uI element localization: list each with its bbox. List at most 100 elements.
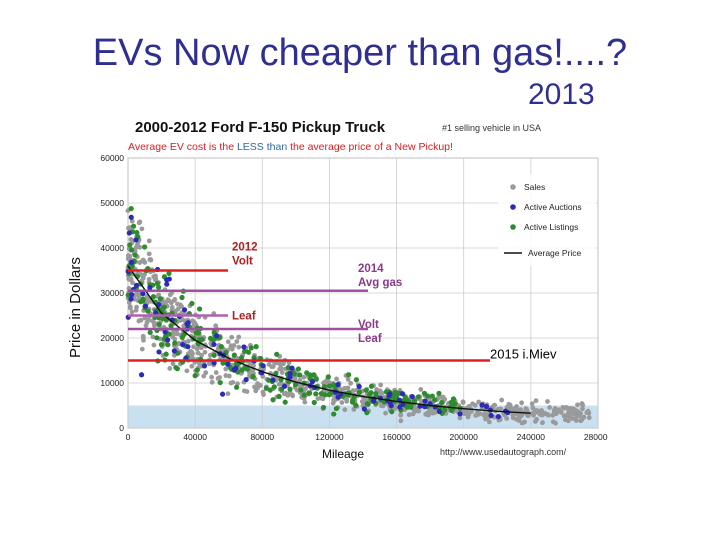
sales-point	[524, 406, 529, 412]
sales-point	[225, 339, 231, 345]
listing-point	[270, 397, 276, 403]
listing-point	[449, 407, 455, 413]
sales-point	[174, 330, 179, 336]
legend-marker	[510, 224, 516, 230]
listing-point	[392, 390, 398, 396]
sales-point	[255, 385, 261, 391]
legend-label: Average Price	[528, 248, 582, 258]
subtitle-part1: Average EV cost is the	[128, 141, 237, 153]
auction-point	[185, 344, 191, 350]
sales-point	[486, 419, 492, 425]
sales-point	[545, 399, 550, 404]
auction-point	[495, 413, 501, 420]
sales-point	[540, 420, 545, 426]
auction-point	[156, 302, 162, 308]
sales-point	[380, 403, 386, 409]
sales-point	[209, 374, 215, 380]
chart-title: 2000-2012 Ford F-150 Pickup Truck	[135, 119, 386, 136]
sales-point	[509, 406, 515, 412]
sales-point	[138, 272, 144, 277]
chart-title-note: #1 selling vehicle in USA	[442, 123, 541, 133]
y-tick-label: 20000	[100, 333, 124, 343]
auction-point	[270, 377, 276, 383]
listing-point	[157, 296, 163, 302]
listing-point	[331, 411, 337, 417]
auction-point	[422, 398, 428, 404]
listing-point	[192, 373, 198, 379]
sales-point	[140, 333, 146, 339]
sales-point	[359, 399, 365, 405]
sales-point	[146, 238, 152, 244]
auction-point	[289, 365, 295, 371]
listing-point	[436, 390, 442, 396]
sales-point	[580, 406, 585, 412]
listing-point	[429, 393, 435, 399]
auction-point	[219, 391, 226, 397]
y-tick-label: 0	[119, 423, 124, 433]
subtitle-part3: the average price of a New Pickup!	[287, 141, 453, 153]
auction-point	[164, 281, 170, 287]
listing-point	[368, 383, 375, 389]
listing-point	[217, 379, 223, 386]
sales-point	[439, 395, 445, 400]
listing-point	[313, 391, 319, 397]
auction-point	[201, 363, 208, 369]
listing-point	[181, 331, 187, 338]
auction-point	[432, 404, 438, 410]
sales-point	[393, 406, 398, 411]
listing-point	[326, 383, 333, 389]
sales-point	[231, 343, 237, 348]
sales-point	[129, 218, 135, 224]
listing-point	[147, 329, 153, 335]
sales-point	[199, 352, 204, 358]
sales-point	[146, 296, 152, 302]
listing-point	[297, 372, 303, 378]
y-tick-label: 60000	[100, 153, 124, 163]
listing-point	[250, 374, 256, 380]
sales-point	[383, 410, 388, 416]
reference-line-label: Volt	[232, 256, 253, 268]
listing-point	[267, 387, 273, 393]
auction-point	[241, 344, 247, 350]
slide-year: 2013	[528, 78, 595, 111]
sales-point	[126, 225, 131, 231]
sales-point	[230, 379, 236, 385]
listing-point	[271, 384, 277, 390]
auction-point	[243, 376, 249, 383]
y-tick-label: 30000	[100, 288, 124, 298]
listing-point	[173, 364, 179, 371]
sales-point	[194, 346, 200, 352]
listing-point	[411, 398, 418, 404]
average-price-curve	[127, 265, 531, 414]
auction-point	[133, 237, 139, 243]
auction-point	[142, 303, 149, 309]
y-axis-label: Price in Dollars	[67, 257, 84, 358]
sales-point	[461, 411, 467, 417]
x-tick-label: 0	[126, 432, 131, 442]
listing-point	[432, 397, 438, 403]
sales-point	[152, 277, 158, 283]
sales-point	[223, 366, 229, 372]
listing-point	[172, 340, 178, 346]
auction-point	[409, 394, 415, 400]
listing-point	[138, 299, 144, 305]
sales-point	[283, 390, 289, 396]
sales-point	[144, 320, 150, 325]
sales-point	[524, 412, 530, 418]
x-tick-label: 200000	[450, 432, 479, 442]
sales-point	[139, 346, 145, 352]
reference-lines: 2012 Volt 2014 Avg gas Leaf Volt Leaf 2015 i.Mi…	[128, 242, 557, 362]
listing-point	[150, 294, 156, 300]
sales-point	[533, 398, 539, 404]
listing-point	[448, 399, 454, 406]
sales-point	[470, 401, 476, 407]
legend-marker	[510, 184, 516, 190]
sales-point	[136, 292, 142, 297]
sales-point	[128, 237, 134, 242]
listing-point	[158, 341, 165, 348]
listing-point	[331, 382, 337, 388]
sales-point	[574, 414, 579, 419]
auction-point	[488, 412, 494, 419]
listing-point	[353, 402, 359, 408]
listing-point	[189, 300, 195, 307]
